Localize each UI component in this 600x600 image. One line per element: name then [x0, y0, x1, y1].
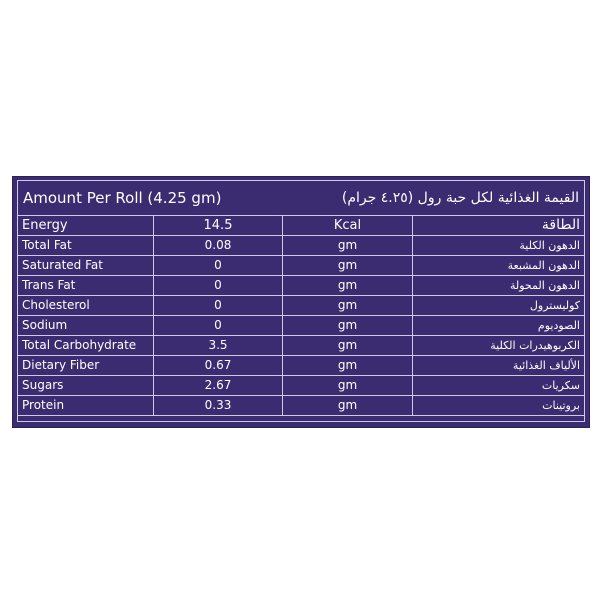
nutrient-value: 14.5: [153, 216, 283, 236]
nutrient-name-ar: الألياف الغذائية: [412, 355, 584, 376]
nutrient-value: 3.5: [153, 335, 283, 356]
nutrient-name: Trans Fat: [18, 275, 154, 296]
table-row: Dietary Fiber 0.67 gm الألياف الغذائية: [18, 355, 584, 376]
nutrient-name: Saturated Fat: [18, 255, 154, 276]
nutrient-value: 0: [153, 295, 283, 316]
nutrient-name: Total Fat: [18, 235, 154, 256]
table-row: Total Fat 0.08 gm الدهون الكلية: [18, 235, 584, 256]
table-row: Trans Fat 0 gm الدهون المحولة: [18, 275, 584, 296]
nutrient-name: Sodium: [18, 315, 154, 336]
nutrient-name: Dietary Fiber: [18, 355, 154, 376]
nutrient-name: Energy: [18, 216, 154, 236]
nutrition-table: Energy 14.5 Kcal الطاقة Total Fat 0.08 gm الدهو…: [18, 216, 584, 416]
nutrient-name-ar: الدهون المشبعة: [412, 255, 584, 276]
nutrient-unit: gm: [282, 355, 413, 376]
label-header: Amount Per Roll (4.25 gm) القيمة الغذائي…: [18, 181, 584, 216]
nutrient-unit: gm: [282, 295, 413, 316]
nutrient-name-ar: الطاقة: [412, 216, 584, 236]
nutrient-name: Sugars: [18, 375, 154, 396]
table-row: Energy 14.5 Kcal الطاقة: [18, 216, 584, 236]
table-row: Protein 0.33 gm بروتينات: [18, 395, 584, 416]
nutrient-name-ar: الدهون الكلية: [412, 235, 584, 256]
nutrient-unit: gm: [282, 255, 413, 276]
nutrient-unit: gm: [282, 315, 413, 336]
nutrient-unit: gm: [282, 235, 413, 256]
nutrient-unit: gm: [282, 375, 413, 396]
nutrient-name: Total Carbohydrate: [18, 335, 154, 356]
nutrient-name-ar: بروتينات: [412, 395, 584, 416]
nutrient-name: Protein: [18, 395, 154, 416]
nutrient-unit: Kcal: [282, 216, 413, 236]
header-title-ar: القيمة الغذائية لكل حبة رول (٤.٢٥ جرام): [341, 190, 579, 206]
nutrient-name-ar: الصوديوم: [412, 315, 584, 336]
nutrient-unit: gm: [282, 335, 413, 356]
header-title-en: Amount Per Roll (4.25 gm): [23, 189, 222, 207]
nutrient-value: 0.67: [153, 355, 283, 376]
nutrient-name: Cholesterol: [18, 295, 154, 316]
nutrient-value: 0: [153, 275, 283, 296]
nutrient-value: 0: [153, 255, 283, 276]
nutrition-table-frame: Amount Per Roll (4.25 gm) القيمة الغذائي…: [17, 180, 585, 422]
nutrient-name-ar: الكربوهيدرات الكلية: [412, 335, 584, 356]
nutrition-label: Amount Per Roll (4.25 gm) القيمة الغذائي…: [12, 176, 590, 428]
nutrient-value: 0.33: [153, 395, 283, 416]
nutrient-unit: gm: [282, 275, 413, 296]
table-row: Total Carbohydrate 3.5 gm الكربوهيدرات الكل…: [18, 335, 584, 356]
table-row: Saturated Fat 0 gm الدهون المشبعة: [18, 255, 584, 276]
nutrient-value: 2.67: [153, 375, 283, 396]
nutrient-name-ar: سكريات: [412, 375, 584, 396]
nutrient-value: 0: [153, 315, 283, 336]
table-row: Sugars 2.67 gm سكريات: [18, 375, 584, 396]
nutrient-name-ar: الدهون المحولة: [412, 275, 584, 296]
table-row: Cholesterol 0 gm كوليسترول: [18, 295, 584, 316]
nutrient-unit: gm: [282, 395, 413, 416]
nutrient-name-ar: كوليسترول: [412, 295, 584, 316]
table-row: Sodium 0 gm الصوديوم: [18, 315, 584, 336]
nutrient-value: 0.08: [153, 235, 283, 256]
